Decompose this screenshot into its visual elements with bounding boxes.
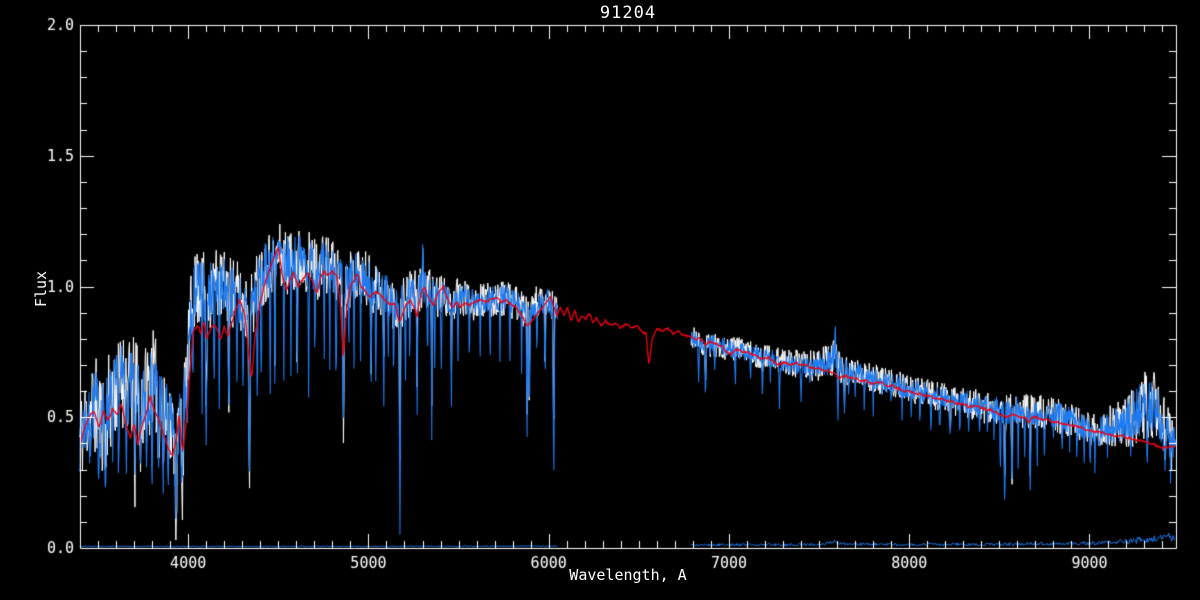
chart-title: 91204 bbox=[599, 3, 657, 23]
x-axis-label: Wavelength, A bbox=[569, 566, 687, 584]
y-axis-label: Flux bbox=[32, 270, 50, 308]
